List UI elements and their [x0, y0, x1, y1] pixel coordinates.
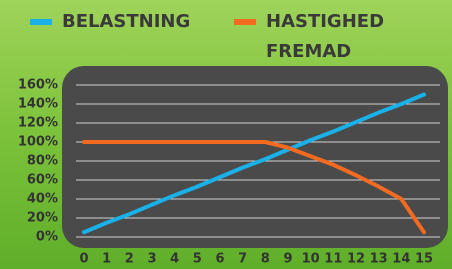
y-tick-label: 100%: [18, 135, 58, 150]
x-tick-label: 2: [125, 252, 134, 267]
y-tick-label: 60%: [27, 173, 58, 188]
y-tick-label: 40%: [27, 192, 58, 207]
x-tick-label: 15: [415, 252, 433, 267]
y-tick-label: 80%: [27, 154, 58, 169]
y-tick-label: 140%: [18, 97, 58, 112]
x-tick-label: 6: [215, 252, 224, 267]
x-tick-label: 3: [147, 252, 156, 267]
x-tick-label: 14: [392, 252, 410, 267]
x-tick-label: 7: [238, 252, 247, 267]
x-tick-label: 8: [261, 252, 270, 267]
x-tick-label: 12: [347, 252, 365, 267]
x-tick-label: 5: [193, 252, 202, 267]
y-tick-label: 160%: [18, 78, 58, 93]
x-tick-label: 9: [283, 252, 292, 267]
legend-label: HASTIGHED FREMAD: [266, 7, 396, 67]
x-tick-label: 11: [324, 252, 342, 267]
x-tick-label: 1: [102, 252, 111, 267]
x-tick-label: 10: [302, 252, 320, 267]
x-tick-label: 4: [170, 252, 179, 267]
y-tick-label: 120%: [18, 116, 58, 131]
y-tick-label: 0%: [36, 230, 58, 245]
page: 0%20%40%60%80%100%120%140%160%0123456789…: [0, 0, 452, 269]
x-tick-label: 13: [370, 252, 388, 267]
legend-label: BELASTNING: [62, 7, 190, 37]
plot-panel: [62, 66, 448, 248]
x-tick-label: 0: [79, 252, 88, 267]
y-tick-label: 20%: [27, 211, 58, 226]
